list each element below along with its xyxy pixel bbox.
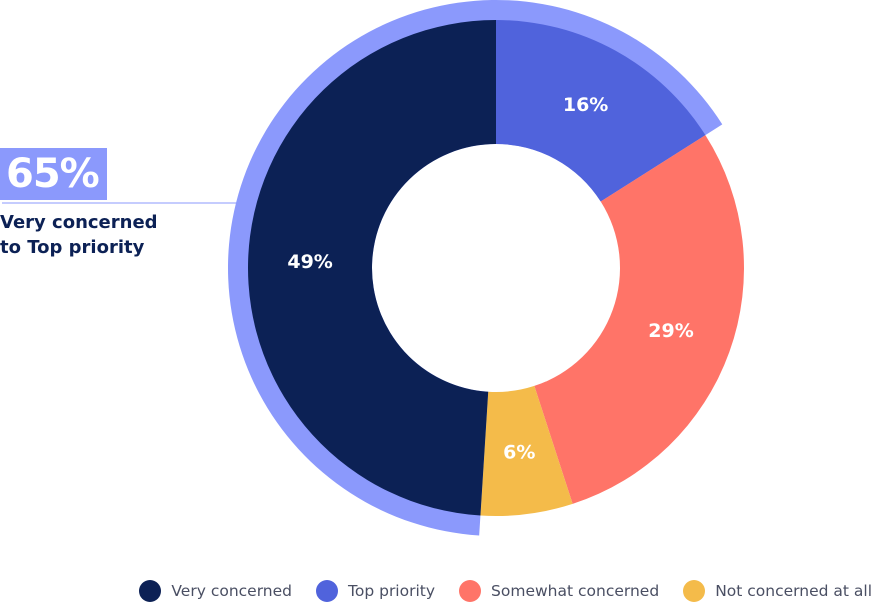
legend-dot-icon [139,580,162,602]
legend: Very concerned Top priority Somewhat con… [139,580,872,602]
slice-label-top-priority: 16% [563,94,608,116]
legend-item-very-concerned: Very concerned [139,580,292,602]
slice-label-not-concerned-at-all: 6% [503,442,535,464]
legend-item-somewhat-concerned: Somewhat concerned [459,580,659,602]
legend-label: Somewhat concerned [491,582,660,600]
legend-dot-icon [316,580,339,602]
highlight-label: Very concerned to Top priority [0,210,200,260]
legend-label: Not concerned at all [715,582,872,600]
legend-label: Top priority [348,582,436,600]
highlight-callout: 65% Very concerned to Top priority [0,148,200,260]
legend-item-top-priority: Top priority [316,580,435,602]
slice-top-priority [496,20,706,202]
legend-dot-icon [459,580,482,602]
slice-label-very-concerned: 49% [287,251,332,273]
slice-not-concerned-at-all [480,385,573,516]
slice-very-concerned [248,20,496,516]
highlight-label-line2: to Top priority [0,237,145,258]
highlight-value: 65% [0,148,107,200]
slice-somewhat-concerned [534,135,744,504]
slice-label-somewhat-concerned: 29% [648,320,693,342]
legend-label: Very concerned [171,582,293,600]
highlight-label-line1: Very concerned [0,212,158,233]
legend-dot-icon [683,580,706,602]
legend-item-not-concerned-at-all: Not concerned at all [683,580,872,602]
